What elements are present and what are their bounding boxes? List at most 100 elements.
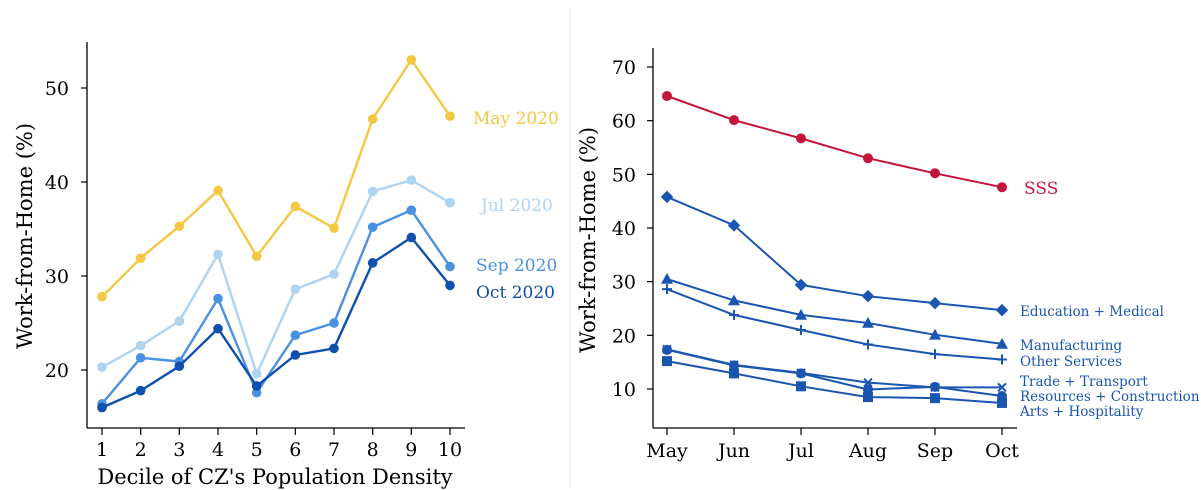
panel-1-series-oct-2020-label: Oct 2020 [476, 283, 555, 303]
panel-1-x-tick-label: 6 [289, 439, 301, 461]
panel-1-y-tick-label: 20 [45, 360, 69, 382]
panel-2-series-sss-point [863, 153, 873, 164]
panel-2-series-trade-transport-point [997, 382, 1007, 393]
panel-2-series-sss-point [997, 182, 1007, 193]
panel-2-series-resources-construction-point [796, 368, 806, 379]
panel-1-series-oct-2020-point [445, 280, 455, 291]
panel-2-x-tick-label: Jun [716, 440, 750, 462]
panel-1-series-jul-2020-point [251, 368, 262, 379]
panel-2-x-tick-label: Oct [985, 440, 1019, 462]
panel-1-x-tick-label: 2 [135, 439, 147, 461]
panel-1-series-sep-2020-point [251, 387, 262, 398]
panel-1-series-may-2020-label: May 2020 [473, 109, 559, 129]
panel-2-series-arts-hospitality-point [997, 397, 1007, 408]
panel-2-series-trade-transport-point [863, 377, 873, 388]
panel-2-series-sss-point [729, 115, 739, 126]
panel-2-series-sss-point [796, 133, 806, 144]
panel-2-series-arts-hospitality-point [930, 393, 940, 404]
panel-2-x-tick-label: Jul [786, 440, 814, 462]
panel-2-series-other-services-point [997, 354, 1007, 365]
panel-1-chart: 20 30 40 50 1 2 3 4 5 6 7 8 9 10 Decile of CZ's Popula… [13, 42, 559, 489]
panel-2-series-sss-point [930, 168, 940, 179]
panel-2-series-arts-hospitality-point [729, 368, 739, 379]
panel-2-x-tick-label: May [646, 440, 688, 462]
panel-1-series-sep-2020-line [101, 208, 451, 405]
panel-2-y-tick-label: 50 [612, 164, 636, 186]
panel-1-series-oct-2020-point [213, 323, 223, 334]
panel-2-series-other-services-point [796, 324, 806, 335]
panel-1-series-may-2020-point [290, 201, 301, 212]
panel-1-series-oct-2020-line [101, 236, 451, 409]
panel-1-series-may-2020-point [213, 185, 223, 196]
panel-1-series-may-2020-point [367, 114, 378, 124]
panel-2-y-tick-label: 40 [612, 218, 636, 240]
panel-2-series-resources-construction-label: Resources + Construction [1020, 389, 1200, 405]
panel-1-series-oct-2020-point [406, 232, 417, 243]
panel-1-x-tick-label: 10 [438, 439, 462, 461]
panel-2-series-manufacturing: Manufacturing [661, 272, 1122, 354]
panel-2-series-sss: SSS [662, 90, 1058, 199]
panel-2-series-manufacturing-line [666, 278, 1003, 345]
panel-1-series-may-2020-point [135, 253, 146, 263]
panel-2-series-education-medical-point [660, 190, 674, 204]
panel-2-series-manufacturing-point [728, 294, 740, 306]
panel-1-series-may-2020: May 2020 [97, 55, 559, 302]
panel-1-series-may-2020-point [329, 223, 339, 233]
panel-1-series-may-2020-point [445, 111, 455, 121]
panel-1-series-oct-2020-point [367, 258, 378, 268]
panel-1-series-jul-2020-point [406, 175, 417, 185]
panel-2-chart: 10 20 30 40 50 60 70 May Jun Jul Aug Sep Oct Work-fro… [576, 48, 1200, 462]
panel-2-series-trade-transport: Trade + Transport [662, 344, 1148, 393]
panel-1-series-sep-2020-point [213, 293, 223, 304]
panel-1-series-oct-2020: Oct 2020 [97, 232, 555, 413]
panel-2-y-tick-label: 30 [612, 272, 636, 294]
panel-1-series-oct-2020-point [97, 402, 107, 413]
panel-2-series-other-services-point [863, 339, 873, 350]
panel-2-series-other-services-label: Other Services [1020, 354, 1122, 370]
panel-2-series-other-services-point [930, 349, 940, 360]
panel-1-y-tick-label: 50 [45, 78, 69, 100]
panel-2-series-sss-label: SSS [1024, 179, 1058, 199]
panel-2-series-education-medical: Education + Medical [660, 190, 1164, 320]
panel-2-series-other-services-point [729, 309, 739, 320]
panel-2-series-resources-construction-point [662, 344, 672, 355]
panel-2-series-arts-hospitality-point [796, 381, 806, 392]
panel-1-series-sep-2020-label: Sep 2020 [476, 256, 557, 276]
panel-2-series-arts-hospitality: Arts + Hospitality [662, 356, 1144, 420]
panel-1-x-tick-label: 3 [173, 439, 185, 461]
panel-1-series-oct-2020-point [135, 385, 146, 396]
panel-2-series-arts-hospitality-point [863, 392, 873, 403]
panel-2-series-resources-construction-point [729, 360, 739, 371]
panel-2-x-tick-label: Sep [917, 440, 953, 462]
panel-1-y-tick-label: 40 [45, 172, 69, 194]
panel-1-series-sep-2020-point [329, 318, 339, 328]
panel-2-series-sss-line [666, 95, 1003, 189]
panel-2-series-arts-hospitality-point [662, 356, 672, 367]
panel-1-series-oct-2020-point [251, 381, 262, 391]
panel-2-series-education-medical-label: Education + Medical [1020, 304, 1164, 320]
panel-1-series-sep-2020-point [367, 222, 378, 232]
panel-2-series-resources-construction-point [863, 384, 873, 395]
panel-1-series-jul-2020-point [290, 284, 301, 294]
panel-2-y-tick-label: 20 [612, 325, 636, 347]
panel-1-series-jul-2020-point [174, 316, 185, 326]
panel-1-series-may-2020-point [406, 55, 417, 65]
panel-1-series-may-2020-point [174, 221, 185, 231]
panel-1-series-jul-2020-point [135, 340, 146, 351]
panel-2-y-tick-label: 10 [612, 379, 636, 401]
panel-1-series-oct-2020-point [329, 343, 339, 354]
panel-1-y-tick-label: 30 [45, 266, 69, 288]
panel-2-series-resources-construction-point [930, 381, 940, 392]
panel-2-series-other-services: Other Services [662, 284, 1122, 370]
panel-2-y-tick-label: 70 [612, 57, 636, 79]
panel-1-series-sep-2020-point [445, 261, 455, 272]
panel-1-x-tick-label: 9 [405, 439, 417, 461]
panel-1-series-jul-2020-point [213, 249, 223, 260]
panel-1-series-may-2020-point [97, 291, 107, 302]
panel-1-series-may-2020-point [251, 251, 262, 262]
panel-2-series-other-services-point [662, 284, 672, 295]
panel-2-series-trade-transport-label: Trade + Transport [1020, 374, 1148, 390]
panel-1-x-tick-label: 5 [251, 439, 263, 461]
